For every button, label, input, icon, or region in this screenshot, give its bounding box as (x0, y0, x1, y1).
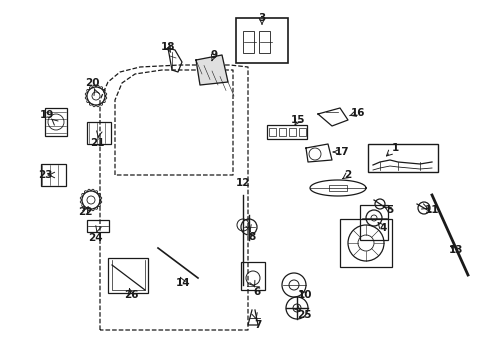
Bar (339, 219, 391, 267)
Text: 18: 18 (161, 42, 175, 52)
Bar (87, 220, 109, 232)
Bar (288, 128, 295, 136)
Bar (45, 108, 67, 136)
Bar (328, 185, 346, 191)
Text: 6: 6 (253, 287, 260, 297)
Polygon shape (196, 55, 227, 85)
Bar (242, 31, 253, 53)
Text: 22: 22 (78, 207, 92, 217)
Text: 11: 11 (424, 205, 438, 215)
Text: 9: 9 (210, 50, 217, 60)
Text: 7: 7 (254, 320, 261, 330)
Text: 3: 3 (258, 13, 265, 23)
Text: 4: 4 (379, 223, 386, 233)
Text: 8: 8 (248, 232, 255, 242)
Bar (359, 204, 387, 240)
Bar (41, 164, 65, 186)
Text: 14: 14 (175, 278, 190, 288)
Text: 16: 16 (350, 108, 365, 118)
Text: 1: 1 (390, 143, 398, 153)
Text: 2: 2 (344, 170, 351, 180)
Bar (241, 262, 264, 290)
Text: 26: 26 (123, 290, 138, 300)
Text: 13: 13 (448, 245, 462, 255)
Bar (367, 144, 437, 172)
Text: 19: 19 (40, 110, 54, 120)
Text: 23: 23 (38, 170, 52, 180)
Text: 20: 20 (84, 78, 99, 88)
Text: 12: 12 (235, 178, 250, 188)
Bar (236, 17, 287, 62)
Bar (278, 128, 285, 136)
Bar (298, 128, 305, 136)
Bar (266, 125, 306, 139)
Bar (268, 128, 275, 136)
Text: 24: 24 (87, 233, 102, 243)
Text: 5: 5 (386, 205, 393, 215)
Text: 17: 17 (334, 147, 348, 157)
Text: 10: 10 (297, 290, 312, 300)
Bar (258, 31, 269, 53)
Text: 25: 25 (296, 310, 311, 320)
Text: 21: 21 (90, 138, 104, 148)
Bar (108, 257, 148, 293)
Bar (87, 122, 111, 144)
Text: 15: 15 (290, 115, 305, 125)
